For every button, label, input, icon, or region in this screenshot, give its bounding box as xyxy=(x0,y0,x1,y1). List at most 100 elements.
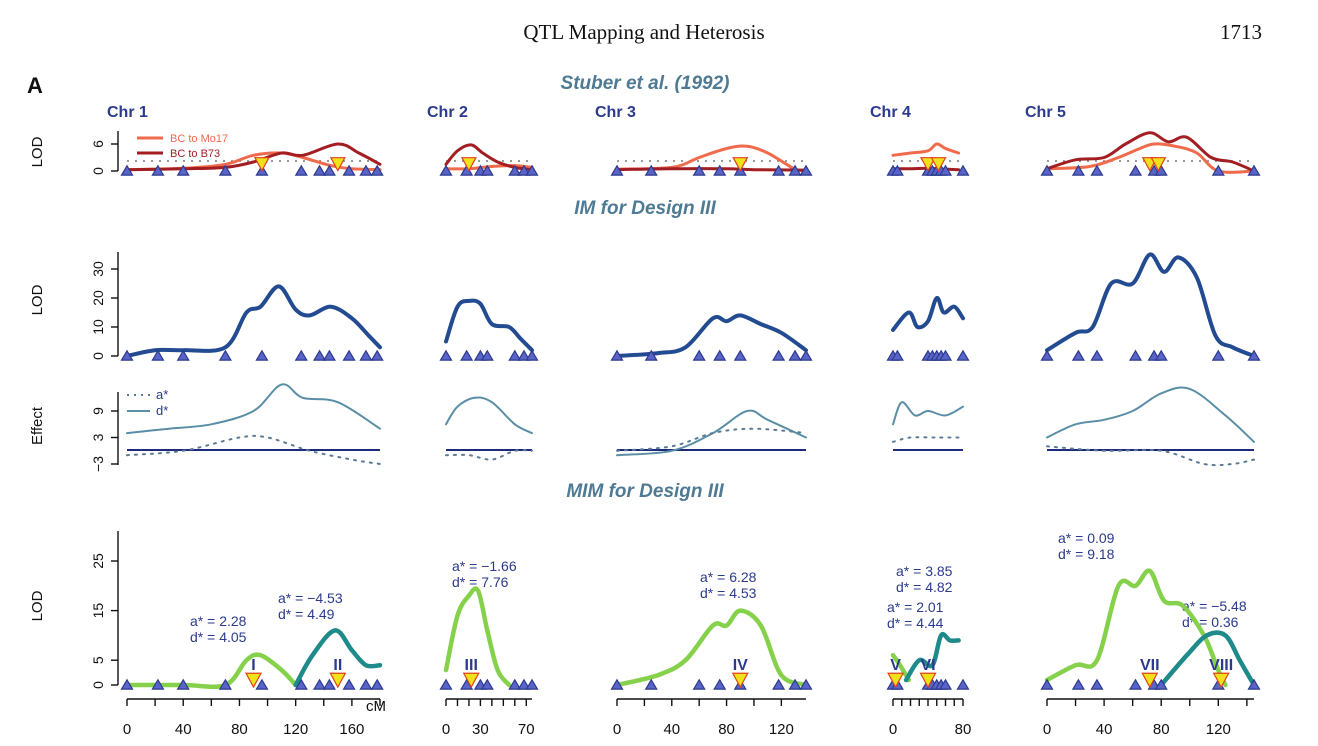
legend-label-d: d* xyxy=(156,403,168,418)
mim-curve-qtl-2 xyxy=(293,628,383,688)
marker-im-chr3-4 xyxy=(733,349,747,361)
marker-mim-chr3-5 xyxy=(772,678,786,690)
page-number: 1713 xyxy=(1220,20,1262,44)
marker-stuber-chr3-3 xyxy=(713,164,727,176)
marker-mim-chr1-10 xyxy=(370,678,384,690)
effect-a-curve-chr2 xyxy=(445,449,533,461)
marker-stuber-chr3-2 xyxy=(692,164,706,176)
qtl-IV-a: a* = 6.28 xyxy=(700,569,757,585)
legend-label-a: a* xyxy=(156,387,168,402)
marker-stuber-chr1-7 xyxy=(322,164,336,176)
effect-a-curve-chr1 xyxy=(126,434,381,465)
marker-im-chr2-5 xyxy=(517,349,531,361)
x-tick-label-chr1-2: 80 xyxy=(231,721,248,738)
y-tick-label-effect-0: −3 xyxy=(90,456,106,472)
marker-mim-chr4-6 xyxy=(938,678,953,690)
marker-mim-chr2-6 xyxy=(525,678,539,690)
marker-stuber-chr5-7 xyxy=(1247,164,1261,176)
marker-mim-chr2-0 xyxy=(439,678,453,690)
x-tick-label-chr4-0: 0 xyxy=(889,721,897,738)
section-title-mim: MIM for Design III xyxy=(566,481,724,502)
x-tick-label-chr5-3: 120 xyxy=(1206,721,1231,738)
marker-im-chr3-2 xyxy=(692,349,706,361)
x-tick-label-chr4-1: 80 xyxy=(955,721,972,738)
y-axis-label-mim: LOD xyxy=(29,590,46,621)
x-axis-unit: cM xyxy=(366,698,386,715)
mim-qtl-triangle-VIII xyxy=(1212,672,1230,689)
y-tick-label-im-0: 0 xyxy=(90,352,106,360)
marker-stuber-chr5-2 xyxy=(1090,164,1104,176)
chr-label-1: Chr 1 xyxy=(107,104,148,121)
x-tick-label-chr1-1: 40 xyxy=(175,721,192,738)
marker-mim-chr1-2 xyxy=(176,678,190,690)
mim-curve-qtl-1 xyxy=(124,652,298,690)
chr-label-4: Chr 4 xyxy=(870,104,911,121)
marker-im-chr5-5 xyxy=(1154,349,1168,361)
marker-im-chr2-3 xyxy=(480,349,494,361)
x-tick-label-chr3-1: 40 xyxy=(663,721,680,738)
marker-stuber-chr5-1 xyxy=(1071,164,1085,176)
y-tick-label-im-2: 20 xyxy=(90,290,106,306)
marker-stuber-chr2-4 xyxy=(508,164,522,176)
marker-im-chr1-4 xyxy=(255,349,269,361)
mim-qtl-label-I: I xyxy=(251,657,255,674)
marker-mim-chr1-1 xyxy=(151,678,165,690)
marker-stuber-chr1-9 xyxy=(359,164,373,176)
x-tick-label-chr5-0: 0 xyxy=(1043,721,1051,738)
marker-stuber-chr4-7 xyxy=(956,164,970,176)
marker-im-chr1-10 xyxy=(370,349,384,361)
marker-mim-chr3-0 xyxy=(610,678,624,690)
stuber-mo17-curve-chr4 xyxy=(891,142,961,157)
stuber-qtl-triangle-7 xyxy=(1150,157,1167,172)
mim-qtl-triangle-V xyxy=(887,672,905,689)
marker-stuber-chr3-6 xyxy=(788,164,802,176)
effect-d-curve-chr5 xyxy=(1046,386,1255,443)
chr-label-2: Chr 2 xyxy=(427,104,468,121)
marker-im-chr4-6 xyxy=(938,349,953,361)
marker-mim-chr5-0 xyxy=(1040,678,1054,690)
marker-im-chr1-7 xyxy=(322,349,336,361)
marker-mim-chr3-7 xyxy=(799,678,813,690)
marker-im-chr5-0 xyxy=(1040,349,1054,361)
mim-curve-qtl-6 xyxy=(903,632,961,683)
marker-mim-chr5-2 xyxy=(1090,678,1104,690)
y-tick-label-im-1: 10 xyxy=(90,319,106,335)
qtl-I-a: a* = 2.28 xyxy=(190,613,247,629)
effect-d-curve-chr4 xyxy=(892,401,964,426)
x-tick-label-chr3-2: 80 xyxy=(718,721,735,738)
qtl-V-a: a* = 3.85 xyxy=(896,563,953,579)
marker-mim-chr3-3 xyxy=(713,678,727,690)
mim-curve-qtl-8 xyxy=(1158,630,1257,688)
marker-im-chr1-1 xyxy=(151,349,165,361)
im-lod-curve-chr2 xyxy=(444,298,534,353)
marker-mim-chr1-5 xyxy=(294,678,308,690)
marker-stuber-chr2-5 xyxy=(517,164,531,176)
mim-qtl-triangle-II xyxy=(329,672,347,689)
marker-stuber-chr1-6 xyxy=(313,164,327,176)
stuber-legend: BC to Mo17 BC to B73 xyxy=(137,133,228,160)
mim-qtl-triangle-III xyxy=(462,672,480,689)
marker-im-chr4-7 xyxy=(956,349,970,361)
mim-qtl-triangle-IV xyxy=(731,672,749,689)
stuber-qtl-triangle-0 xyxy=(253,157,270,172)
marker-im-chr5-3 xyxy=(1128,349,1143,361)
qtl-VIII-a: a* = −5.48 xyxy=(1182,598,1247,614)
marker-mim-chr3-2 xyxy=(692,678,706,690)
marker-im-chr2-4 xyxy=(508,349,522,361)
marker-im-chr3-0 xyxy=(610,349,624,361)
mim-qtl-label-VII: VII xyxy=(1140,657,1160,674)
section-title-im: IM for Design III xyxy=(574,198,716,219)
marker-stuber-chr4-1 xyxy=(890,164,904,176)
marker-stuber-chr4-6 xyxy=(938,164,953,176)
marker-im-chr1-6 xyxy=(313,349,327,361)
marker-stuber-chr1-8 xyxy=(342,164,356,176)
stuber-qtl-triangle-4 xyxy=(919,157,937,172)
marker-mim-chr1-3 xyxy=(218,678,232,690)
stuber-qtl-triangle-2 xyxy=(460,157,477,172)
qtl-III-a: a* = −1.66 xyxy=(452,558,517,574)
stuber-b73-curve-chr3 xyxy=(615,167,808,172)
panel-letter: A xyxy=(27,73,43,98)
y-tick-label-stuber-0: 0 xyxy=(90,167,106,175)
marker-im-chr1-0 xyxy=(120,349,134,361)
